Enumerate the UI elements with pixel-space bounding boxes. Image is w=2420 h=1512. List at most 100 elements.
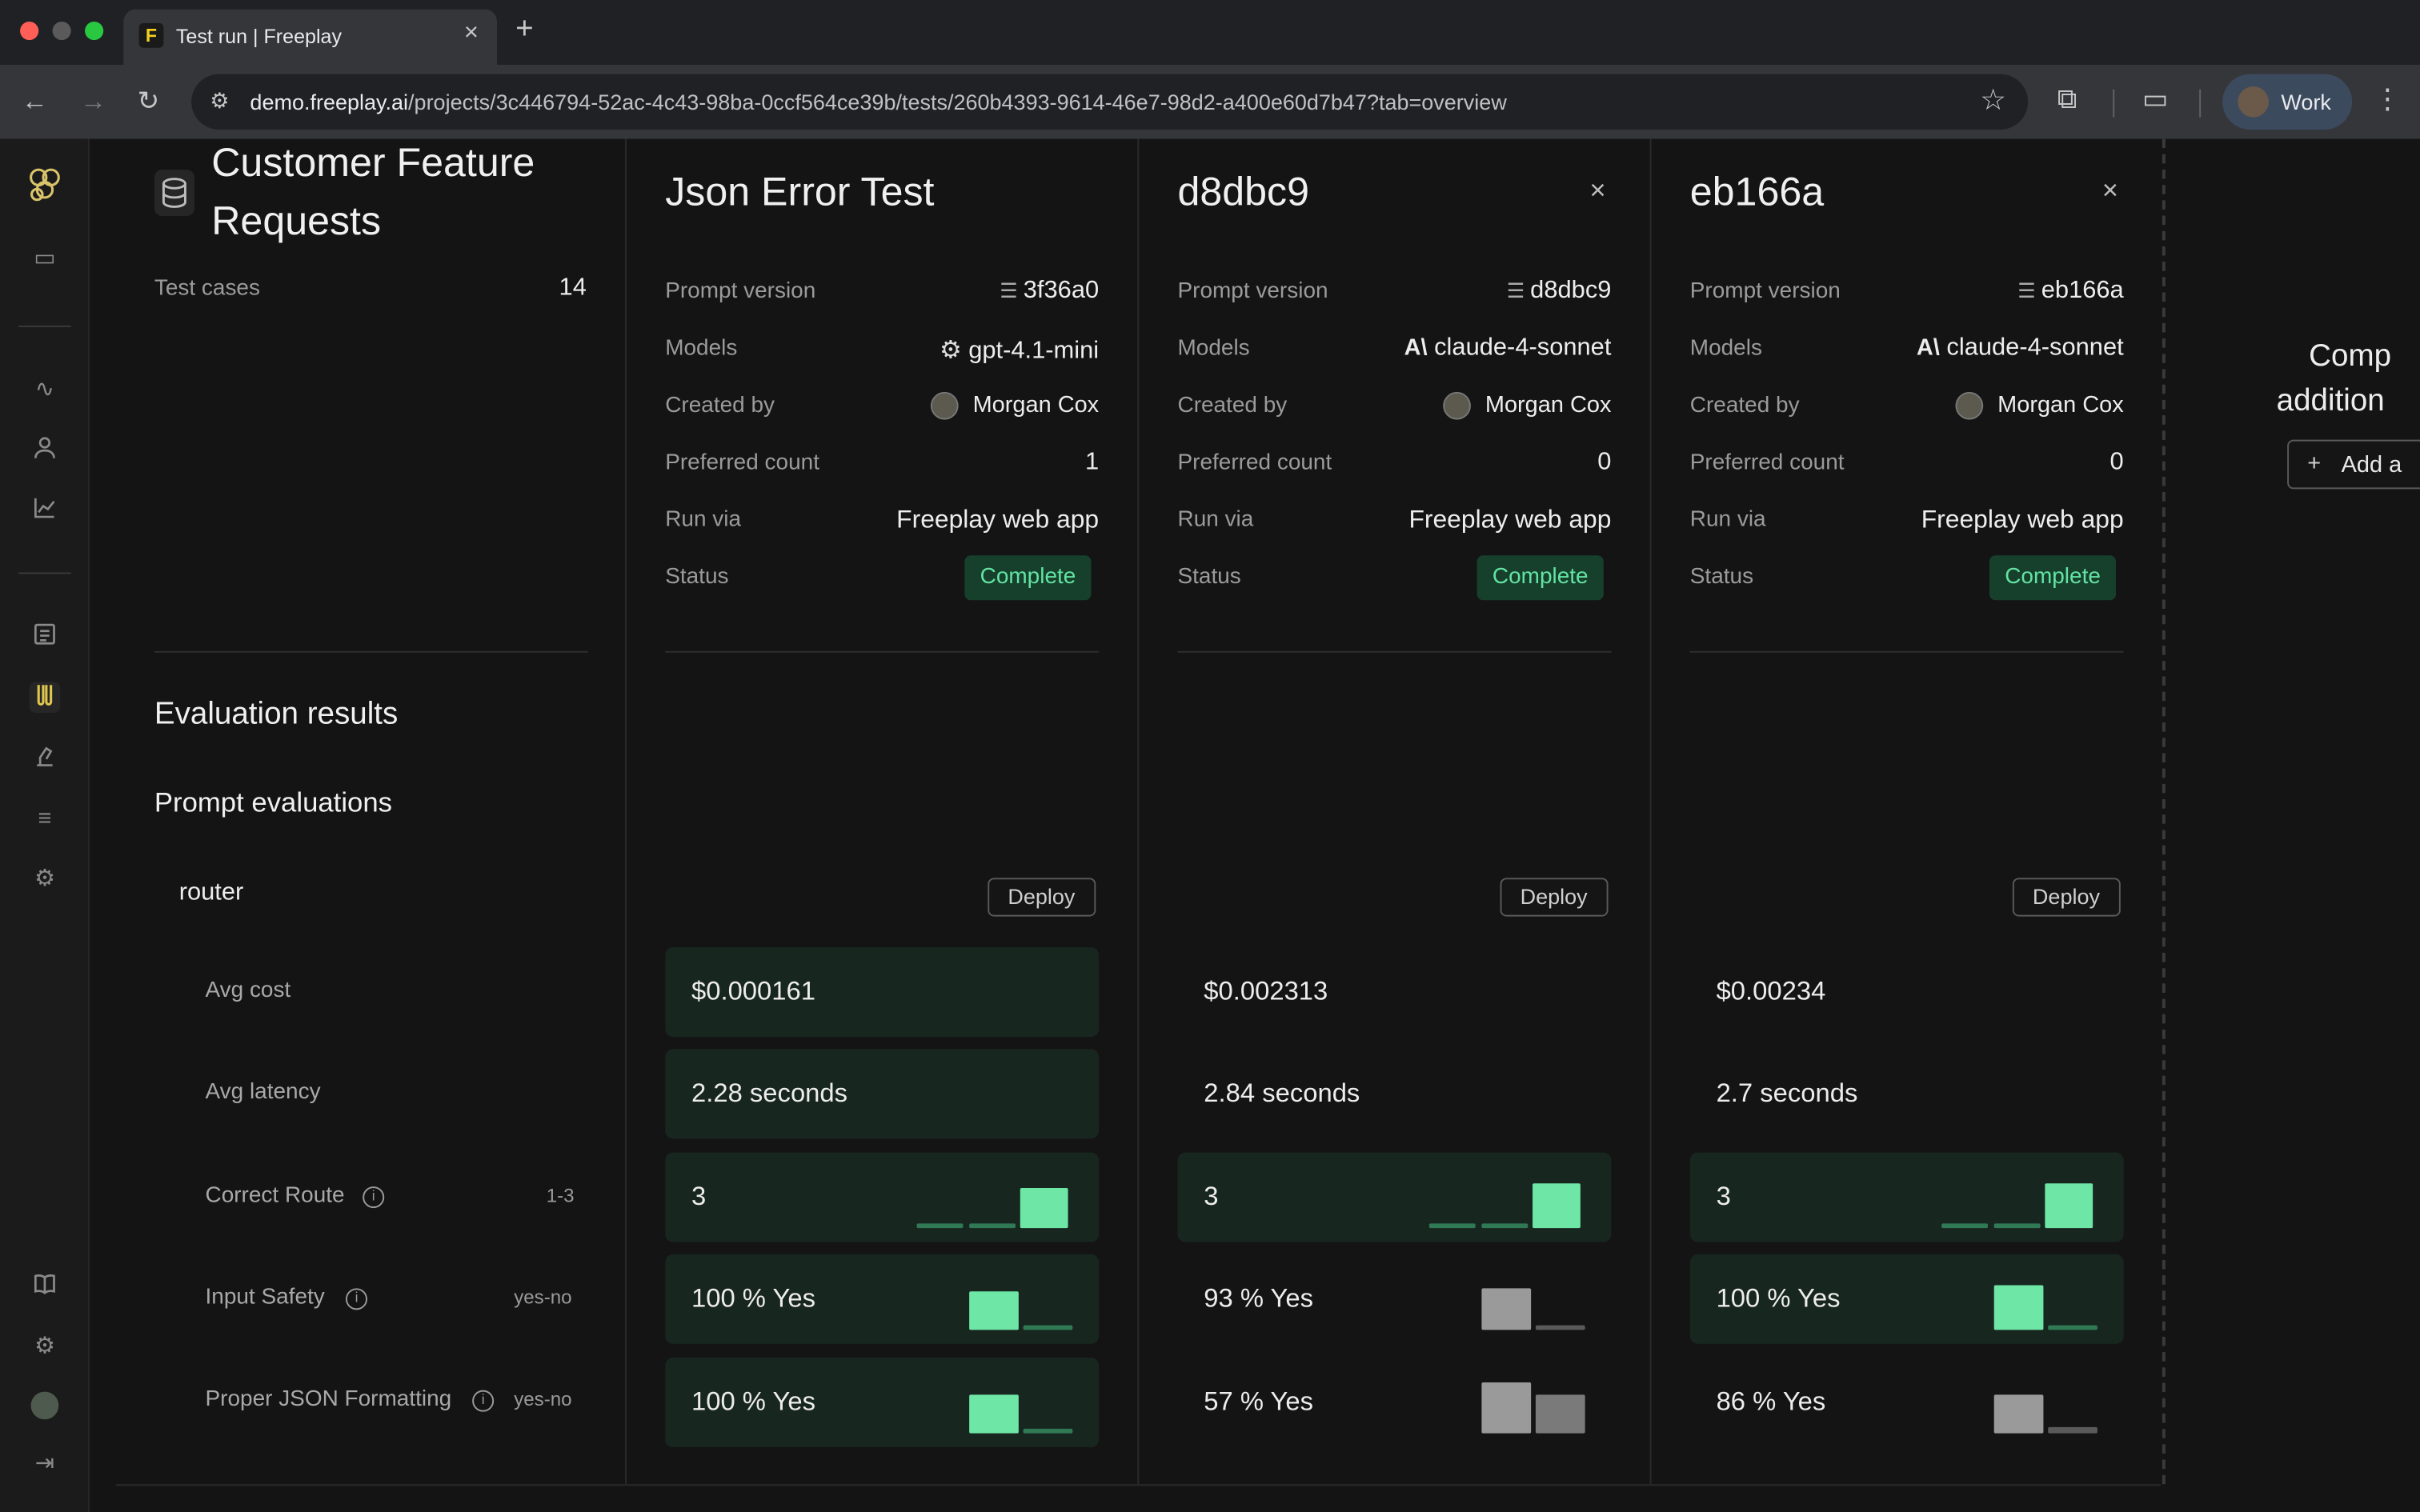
yes-bar xyxy=(1993,1285,2044,1330)
json-format-cell[interactable]: 86 % Yes xyxy=(1690,1358,2124,1447)
eval-group-router[interactable]: router xyxy=(178,879,244,906)
browser-tab-strip: F Test run | Freeplay × + xyxy=(0,0,2420,65)
models-label: Models xyxy=(665,336,738,362)
add-comparison-label: Add a xyxy=(2341,452,2402,478)
input-safety-scale: yes-no xyxy=(514,1286,572,1309)
run-via-label: Run via xyxy=(1689,507,1766,533)
media-icon[interactable]: ▭ xyxy=(2142,83,2169,114)
compare-title-line2: addition xyxy=(2276,384,2385,418)
close-window-button[interactable] xyxy=(20,21,39,41)
prompt-icon[interactable] xyxy=(30,622,61,653)
activity-icon[interactable]: ∿ xyxy=(34,376,55,403)
status-badge: Complete xyxy=(1989,555,2117,601)
status-label: Status xyxy=(665,564,729,590)
created-by-value: Morgan Cox xyxy=(1997,391,2124,418)
profile-avatar xyxy=(2238,86,2269,118)
zoom-window-button[interactable] xyxy=(85,21,104,41)
yes-bar xyxy=(969,1291,1019,1330)
created-by-value: Morgan Cox xyxy=(972,391,1100,418)
input-safety-cell[interactable]: 93 % Yes xyxy=(1177,1254,1611,1344)
close-column-icon[interactable]: × xyxy=(1589,174,1606,206)
avatar[interactable] xyxy=(30,1390,61,1422)
plus-icon: + xyxy=(2307,450,2322,477)
url-text: demo.freeplay.ai/projects/3c446794-52ac-… xyxy=(250,89,1507,114)
extensions-icon[interactable]: ⧉ xyxy=(2057,83,2077,114)
run-via-label: Run via xyxy=(1177,507,1254,533)
model-value: A\ claude-4-sonnet xyxy=(1916,334,2124,362)
info-icon[interactable]: i xyxy=(345,1288,367,1310)
creator-avatar xyxy=(930,391,959,420)
correct-route-value: 3 xyxy=(1716,1182,1731,1211)
run-title: d8dbc9 xyxy=(1177,168,1310,215)
folder-icon[interactable]: ▭ xyxy=(34,245,56,272)
creator-avatar xyxy=(1443,391,1471,420)
no-bar xyxy=(2048,1426,2097,1434)
toolbar-divider xyxy=(2113,89,2115,118)
correct-route-cell[interactable]: 3 xyxy=(1177,1152,1612,1242)
browser-menu-icon[interactable]: ⋮ xyxy=(2374,83,2402,114)
tests-icon[interactable] xyxy=(29,682,61,713)
collapse-icon[interactable]: ⇥ xyxy=(34,1450,55,1477)
prompt-version-label: Prompt version xyxy=(665,279,816,304)
yes-bar xyxy=(969,1394,1019,1434)
prompt-version-value[interactable]: ☰ 3f36a0 xyxy=(1000,278,1100,304)
close-column-icon[interactable]: × xyxy=(2101,174,2118,206)
docs-icon[interactable] xyxy=(30,1271,61,1302)
address-bar[interactable]: ⚙ demo.freeplay.ai/projects/3c446794-52a… xyxy=(191,74,2029,130)
prompt-version-label: Prompt version xyxy=(1689,279,1841,304)
score-bar-2 xyxy=(1993,1223,2041,1229)
created-by-label: Created by xyxy=(1177,393,1288,418)
models-label: Models xyxy=(1689,336,1762,362)
anthropic-icon: A\ xyxy=(1916,334,1940,362)
avg-cost-value: $0.00234 xyxy=(1716,976,1826,1006)
new-tab-icon[interactable]: + xyxy=(515,12,534,46)
preferred-count-label: Preferred count xyxy=(1177,450,1332,475)
column-divider xyxy=(625,138,627,1485)
divider xyxy=(1177,650,1612,653)
correct-route-value: 3 xyxy=(1204,1182,1219,1211)
chart-icon[interactable] xyxy=(30,495,61,526)
input-safety-value: 93 % Yes xyxy=(1204,1283,1314,1314)
back-icon[interactable]: ← xyxy=(21,86,48,116)
profile-name: Work xyxy=(2281,89,2331,114)
yes-bar xyxy=(1993,1394,2044,1434)
list-icon[interactable]: ≡ xyxy=(38,805,52,832)
input-safety-cell[interactable]: 100 % Yes xyxy=(1689,1254,2124,1344)
info-icon[interactable]: i xyxy=(363,1186,385,1209)
settings-icon[interactable]: ⚙ xyxy=(34,865,55,892)
user-icon[interactable] xyxy=(30,435,61,466)
avg-cost-cell: $0.002313 xyxy=(1177,947,1611,1037)
bottom-border xyxy=(115,1484,2161,1486)
prompt-version-value[interactable]: ☰ d8dbc9 xyxy=(1506,278,1612,304)
prompt-version-value[interactable]: ☰ eb166a xyxy=(2017,278,2124,304)
json-format-cell[interactable]: 57 % Yes xyxy=(1177,1358,1611,1447)
lab-icon[interactable] xyxy=(30,744,61,775)
freeplay-logo-icon[interactable] xyxy=(30,168,61,202)
correct-route-label: Correct Route xyxy=(205,1183,345,1209)
profile-chip[interactable]: Work xyxy=(2222,74,2353,130)
column-divider xyxy=(1649,138,1652,1485)
deploy-button[interactable]: Deploy xyxy=(2012,878,2121,917)
no-bar xyxy=(2048,1325,2097,1330)
score-bar-1 xyxy=(1428,1223,1476,1229)
deploy-button[interactable]: Deploy xyxy=(988,878,1096,917)
minimize-window-button[interactable] xyxy=(52,21,71,41)
input-safety-cell[interactable]: 100 % Yes xyxy=(665,1254,1100,1344)
gear-icon[interactable]: ⚙ xyxy=(34,1333,55,1360)
reload-icon[interactable]: ↻ xyxy=(137,86,160,116)
no-bar xyxy=(1535,1394,1585,1434)
json-format-cell[interactable]: 100 % Yes xyxy=(665,1358,1100,1447)
add-comparison-button[interactable]: + Add a xyxy=(2287,439,2420,490)
close-tab-icon[interactable]: × xyxy=(463,20,479,46)
bookmark-star-icon[interactable]: ☆ xyxy=(1980,85,2007,118)
correct-route-cell[interactable]: 3 xyxy=(1689,1152,2124,1242)
preferred-count-label: Preferred count xyxy=(1689,450,1845,475)
info-icon[interactable]: i xyxy=(472,1390,495,1412)
deploy-button[interactable]: Deploy xyxy=(1500,878,1608,917)
site-info-icon[interactable]: ⚙ xyxy=(210,87,230,113)
correct-route-cell[interactable]: 3 xyxy=(665,1152,1100,1242)
sidebar-divider xyxy=(18,572,71,574)
browser-tab[interactable]: F Test run | Freeplay × xyxy=(123,9,497,65)
score-bar-2 xyxy=(969,1223,1016,1229)
forward-icon[interactable]: → xyxy=(80,86,107,116)
